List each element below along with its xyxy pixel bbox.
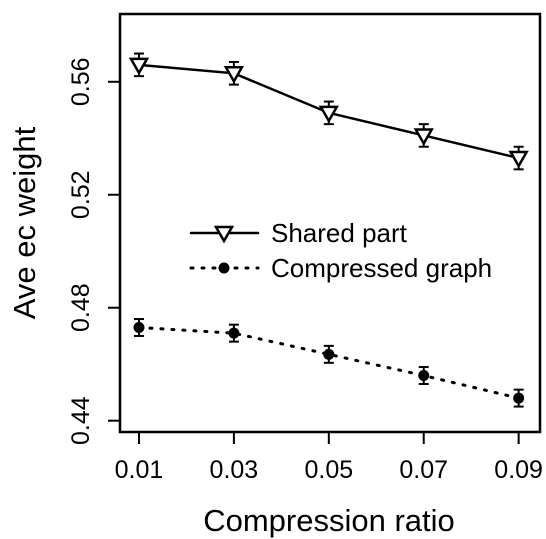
data-point bbox=[223, 66, 245, 84]
legend-item-2: Compressed graph bbox=[189, 253, 492, 283]
x-axis: 0.01 0.03 0.05 0.07 0.09 bbox=[115, 432, 543, 484]
y-tick-label: 0.56 bbox=[67, 57, 95, 106]
y-axis: 0.44 0.48 0.52 0.56 bbox=[67, 57, 120, 445]
legend: Shared part Compressed graph bbox=[189, 218, 492, 283]
legend-label: Compressed graph bbox=[271, 253, 492, 283]
x-tick-label: 0.01 bbox=[115, 456, 164, 484]
x-tick-label: 0.09 bbox=[494, 456, 543, 484]
data-point bbox=[133, 322, 145, 333]
series-layer bbox=[128, 52, 529, 408]
data-point bbox=[508, 150, 529, 169]
data-point bbox=[228, 327, 240, 339]
legend-marker bbox=[218, 262, 230, 274]
plot-frame bbox=[118, 12, 542, 434]
legend-marker bbox=[213, 225, 235, 244]
x-tick-label: 0.05 bbox=[304, 456, 353, 484]
data-point bbox=[413, 128, 434, 146]
data-point bbox=[418, 370, 430, 382]
y-tick-label: 0.48 bbox=[67, 283, 95, 332]
series-line bbox=[137, 326, 521, 400]
series-1 bbox=[128, 52, 529, 171]
y-tick-label: 0.52 bbox=[67, 170, 95, 219]
data-point bbox=[128, 57, 150, 76]
series-2 bbox=[133, 318, 525, 408]
data-point bbox=[318, 105, 339, 124]
y-axis-label: Ave ec weight bbox=[7, 126, 42, 319]
legend-item-1: Shared part bbox=[189, 218, 408, 248]
x-axis-label: Compression ratio bbox=[203, 503, 455, 538]
y-tick-label: 0.44 bbox=[67, 396, 95, 445]
data-point bbox=[513, 392, 525, 404]
legend-label: Shared part bbox=[271, 218, 408, 248]
data-point bbox=[323, 348, 335, 360]
x-tick-label: 0.03 bbox=[210, 456, 259, 484]
x-tick-label: 0.07 bbox=[399, 456, 448, 484]
